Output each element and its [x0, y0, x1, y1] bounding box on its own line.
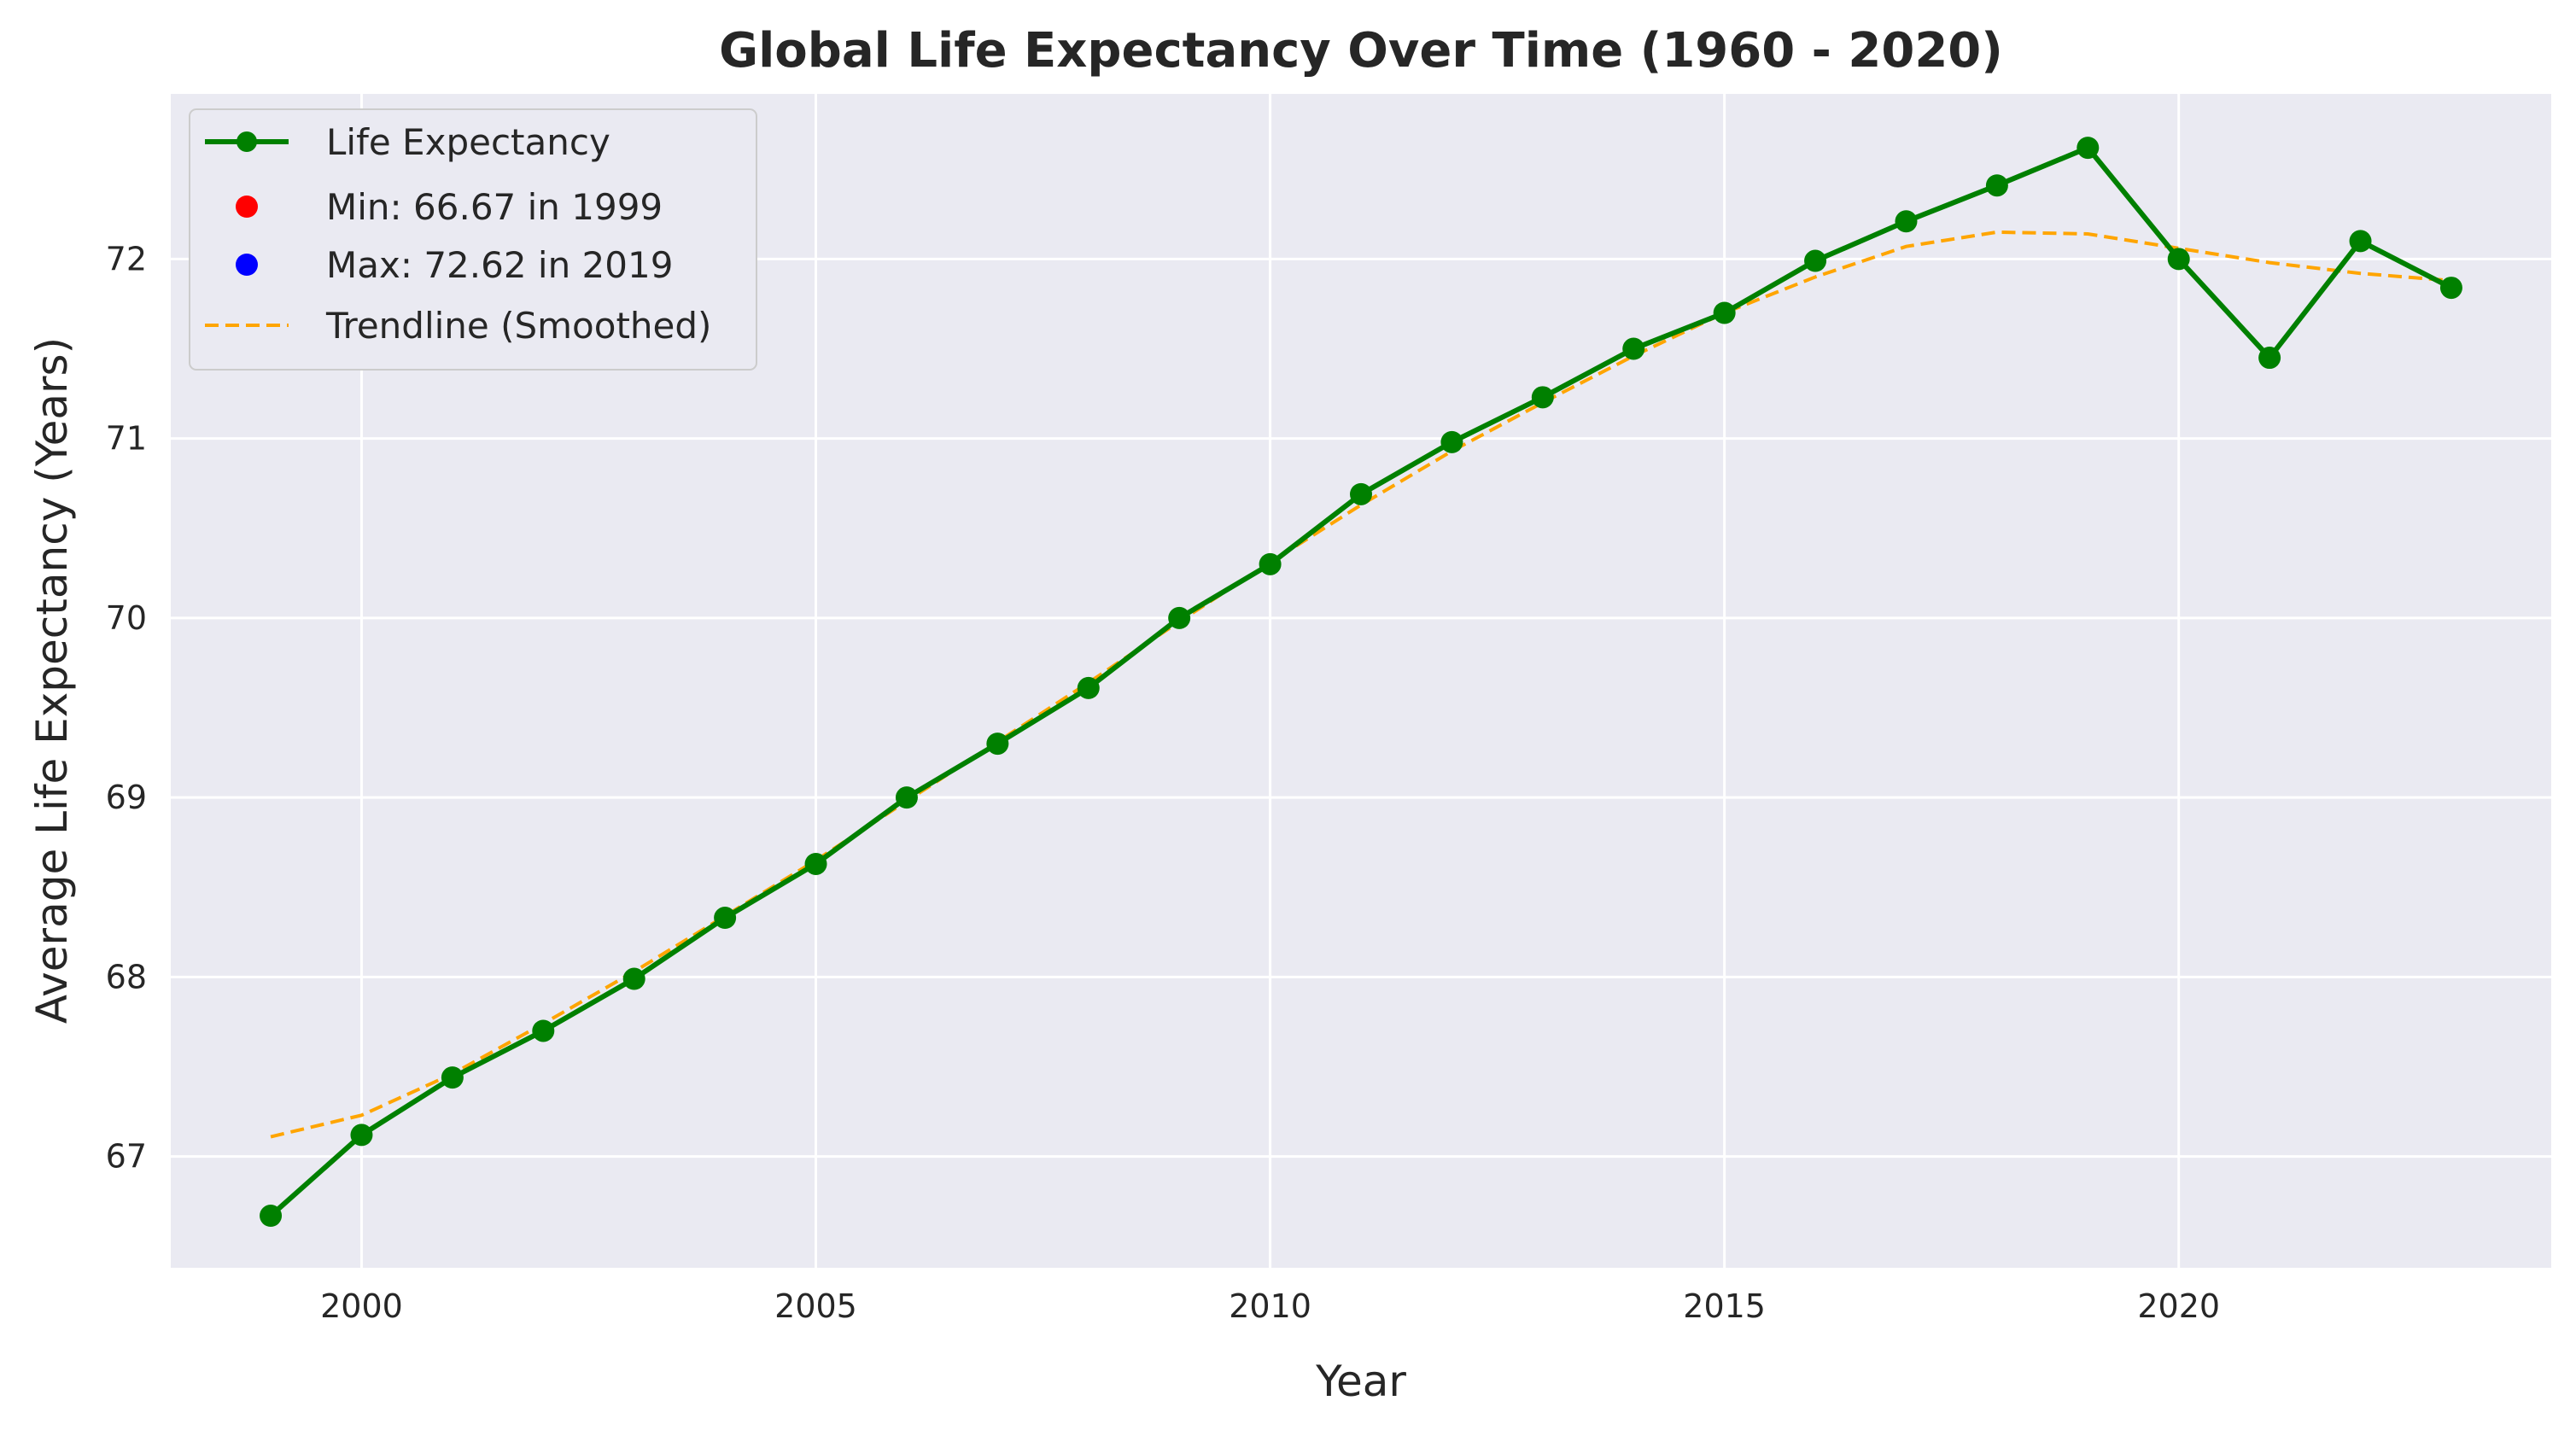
- y-axis-label: Average Life Expectancy (Years): [27, 337, 77, 1024]
- x-tick-label: 2015: [1683, 1287, 1766, 1325]
- life-expectancy-point: [1259, 552, 1282, 575]
- y-tick-label: 69: [106, 779, 147, 816]
- life-expectancy-point: [1531, 386, 1554, 409]
- life-expectancy-point: [1077, 676, 1100, 699]
- life-expectancy-point: [260, 1205, 283, 1228]
- legend-marker-max: [236, 254, 258, 276]
- life-expectancy-point: [2258, 347, 2281, 370]
- life-expectancy-point: [1713, 301, 1736, 324]
- life-expectancy-point: [532, 1019, 555, 1042]
- legend-label-max: Max: 72.62 in 2019: [326, 244, 673, 286]
- legend: Life Expectancy Min: 66.67 in 1999 Max: …: [189, 108, 757, 371]
- life-expectancy-point: [441, 1066, 464, 1089]
- chart-title: Global Life Expectancy Over Time (1960 -…: [719, 23, 2003, 79]
- life-expectancy-point: [1350, 482, 1372, 505]
- life-expectancy-point: [1168, 606, 1191, 629]
- grid-lines: [171, 94, 2551, 1268]
- life-expectancy-point: [1622, 337, 1645, 360]
- legend-marker-min: [236, 196, 258, 218]
- x-tick-label: 2020: [2137, 1287, 2220, 1325]
- legend-label-life-expectancy: Life Expectancy: [326, 121, 610, 163]
- x-tick-label: 2005: [774, 1287, 857, 1325]
- legend-box: [189, 108, 757, 371]
- y-tick-label: 67: [106, 1138, 147, 1176]
- life-expectancy-point: [1985, 174, 2008, 197]
- life-expectancy-point: [895, 786, 918, 809]
- life-expectancy-point: [1804, 249, 1827, 272]
- y-tick-label: 70: [106, 599, 147, 637]
- life-expectancy-point: [1440, 430, 1463, 453]
- tick-labels: 2000 2005 2010 2015 2020 67 68 69 70 71 72: [106, 240, 2220, 1325]
- legend-label-trendline: Trendline (Smoothed): [325, 305, 711, 347]
- life-expectancy-point: [622, 967, 645, 990]
- life-expectancy-point: [986, 733, 1009, 756]
- legend-marker-life-expectancy: [237, 131, 257, 152]
- life-expectancy-point: [2077, 137, 2100, 160]
- x-tick-label: 2000: [320, 1287, 403, 1325]
- life-expectancy-point: [2439, 277, 2462, 300]
- life-expectancy-point: [350, 1124, 373, 1147]
- life-expectancy-series: [260, 137, 2462, 1228]
- life-expectancy-point: [804, 852, 827, 875]
- life-expectancy-point: [2349, 230, 2372, 253]
- x-axis-label: Year: [1315, 1357, 1406, 1406]
- legend-label-min: Min: 66.67 in 1999: [326, 186, 663, 228]
- y-tick-label: 68: [106, 958, 147, 995]
- x-tick-label: 2010: [1229, 1287, 1311, 1325]
- y-tick-label: 72: [106, 240, 147, 277]
- life-expectancy-point: [2167, 248, 2190, 271]
- y-tick-label: 71: [106, 420, 147, 458]
- life-expectancy-point: [1895, 210, 1918, 233]
- life-expectancy-point: [714, 907, 737, 930]
